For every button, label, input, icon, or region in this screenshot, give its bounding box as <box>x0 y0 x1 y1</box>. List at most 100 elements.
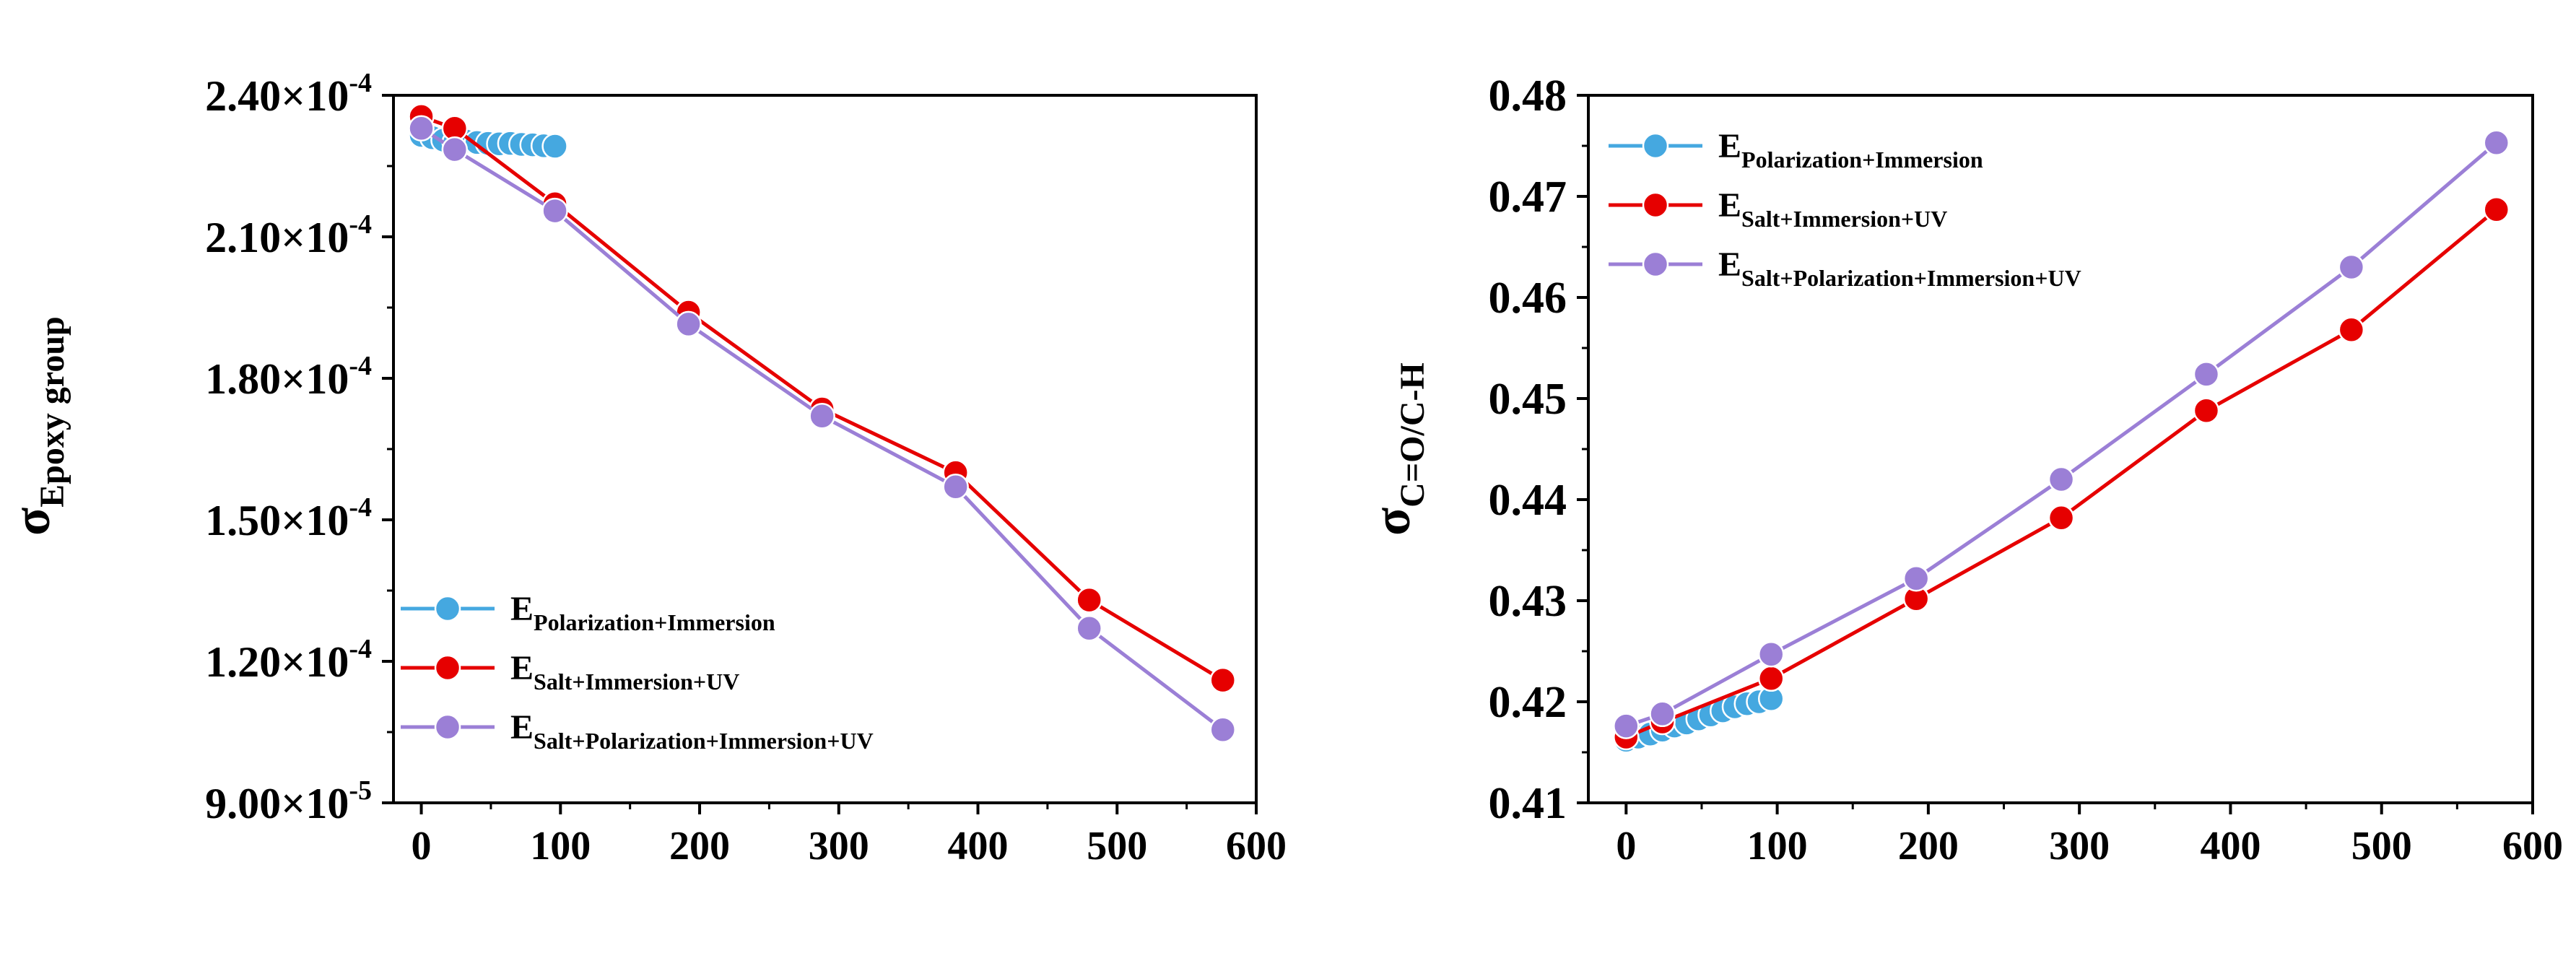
legend-entry-subscript: Salt+Immersion+UV <box>1741 206 1947 232</box>
y-axis-label-subscript: C=O/C-H <box>1393 362 1432 508</box>
series-line <box>1625 208 2498 739</box>
chart-panel-b: 0 100 200 300 400 500 600 0.41 0.42 0.43 0.44 0.45 0… <box>1288 0 2576 966</box>
y-tick-exponent: -4 <box>349 209 372 240</box>
legend-entry-subscript: Salt+Polarization+Immersion+UV <box>534 728 874 754</box>
legend-entry: ESalt+Immersion+UV <box>510 649 739 695</box>
x-tick-label: 400 <box>2200 824 2260 869</box>
legend-marker <box>1642 251 1669 278</box>
series-line <box>420 126 1224 731</box>
y-axis-label-symbol: σ <box>3 508 61 536</box>
y-tick-label: 0.44 <box>1489 476 1567 525</box>
y-axis-label: σC=O/C-H <box>1363 362 1432 536</box>
legend-entry-main: E <box>510 708 534 747</box>
legend-marker <box>1642 191 1669 219</box>
x-tick-label: 300 <box>809 824 869 869</box>
data-point <box>541 133 568 160</box>
y-tick-exponent: -4 <box>349 492 372 523</box>
y-axis-label-symbol: σ <box>1363 508 1421 536</box>
data-point <box>1613 713 1640 739</box>
series-salt_uv <box>1613 196 2510 751</box>
legend-entry: EPolarization+Immersion <box>1718 127 1983 173</box>
y-tick-label: 0.47 <box>1489 173 1567 222</box>
data-point <box>2338 253 2365 281</box>
x-tick-label: 200 <box>669 824 730 869</box>
series-polarization <box>1613 685 1785 754</box>
legend-entry-subscript: Polarization+Immersion <box>1741 147 1983 173</box>
legend-entry-subscript: Salt+Polarization+Immersion+UV <box>1741 265 2081 291</box>
legend-marker <box>1642 132 1669 160</box>
legend-marker <box>434 713 461 741</box>
data-point <box>2483 129 2510 157</box>
x-tick-label: 500 <box>2351 824 2412 869</box>
data-point <box>1076 615 1102 642</box>
data-point <box>1209 716 1236 743</box>
data-point <box>1649 700 1676 728</box>
legend-entry-main: E <box>1718 186 1741 225</box>
carbonyl-ratio-chart: 0 100 200 300 400 500 600 0.41 0.42 0.43 0.44 0.45 0… <box>1363 71 2563 869</box>
legend-entry-subscript: Polarization+Immersion <box>534 609 775 635</box>
x-tick-label: 300 <box>2049 824 2110 869</box>
data-point <box>2048 504 2075 531</box>
data-point <box>675 310 702 338</box>
x-tick-label: 600 <box>2502 824 2563 869</box>
y-tick-label: 1.50×10-4 <box>205 492 372 544</box>
y-tick-exponent: -5 <box>349 775 372 806</box>
epoxy-group-chart: 0 100 200 300 400 500 600 9.00×10-5 1.20×10-4 1.5… <box>3 68 1287 869</box>
x-tick-label: 0 <box>412 824 432 869</box>
data-point <box>408 115 435 142</box>
legend-entry: ESalt+Polarization+Immersion+UV <box>510 708 874 754</box>
y-tick-label: 1.20×10-4 <box>205 634 372 686</box>
data-point <box>2193 361 2220 388</box>
y-tick-label: 2.10×10-4 <box>205 209 372 261</box>
y-tick-exponent: -4 <box>349 351 372 381</box>
series-salt_polarization_uv <box>1613 129 2510 739</box>
plot-frame <box>392 94 1258 804</box>
y-tick-label: 2.40×10-4 <box>205 68 372 120</box>
x-tick-label: 0 <box>1616 824 1636 869</box>
data-point <box>2048 466 2075 493</box>
series-salt_polarization_uv <box>408 115 1236 743</box>
series-line <box>420 115 1224 682</box>
legend-entry: ESalt+Immersion+UV <box>1718 186 1947 232</box>
data-point <box>1076 586 1102 614</box>
data-point <box>1902 565 1930 592</box>
legend-marker <box>434 654 461 682</box>
legend-marker <box>434 595 461 622</box>
x-tick-label: 100 <box>1747 824 1808 869</box>
legend-entry-main: E <box>510 649 534 687</box>
data-point <box>441 136 469 163</box>
y-axis-label: σEpoxy group <box>3 316 71 536</box>
data-point <box>1209 666 1236 694</box>
legend-entry: ESalt+Polarization+Immersion+UV <box>1718 245 2081 291</box>
y-tick-label: 0.45 <box>1489 375 1567 424</box>
y-axis-label-subscript: Epoxy group <box>33 316 71 508</box>
data-point <box>2193 397 2220 425</box>
y-tick-label: 0.41 <box>1489 779 1567 828</box>
legend-entry-main: E <box>1718 127 1741 165</box>
legend-entry-main: E <box>510 590 534 628</box>
y-tick-label: 9.00×10-5 <box>205 775 372 827</box>
legend-entry-subscript: Salt+Immersion+UV <box>534 669 739 695</box>
x-tick-label: 100 <box>530 824 591 869</box>
legend-entry-main: E <box>1718 245 1741 284</box>
y-tick-exponent: -4 <box>349 68 372 98</box>
series-line <box>1625 141 2498 728</box>
y-tick-label: 0.42 <box>1489 678 1567 727</box>
chart-panel-a: 0 100 200 300 400 500 600 9.00×10-5 1.20×10-4 1.5… <box>3 68 1287 869</box>
data-point <box>1757 665 1785 692</box>
data-point <box>2338 316 2365 344</box>
y-tick-label: 0.46 <box>1489 274 1567 323</box>
data-point <box>809 403 835 430</box>
y-tick-label: 0.43 <box>1489 577 1567 626</box>
x-tick-label: 400 <box>948 824 1009 869</box>
data-point <box>942 474 969 500</box>
data-point <box>2483 196 2510 223</box>
x-tick-label: 500 <box>1087 824 1147 869</box>
legend-entry: EPolarization+Immersion <box>510 590 775 635</box>
y-tick-label: 1.80×10-4 <box>205 351 372 403</box>
x-tick-label: 200 <box>1898 824 1959 869</box>
y-tick-label: 0.48 <box>1489 71 1567 121</box>
data-point <box>541 197 568 225</box>
x-tick-label: 600 <box>1226 824 1287 869</box>
data-point <box>1757 640 1785 668</box>
